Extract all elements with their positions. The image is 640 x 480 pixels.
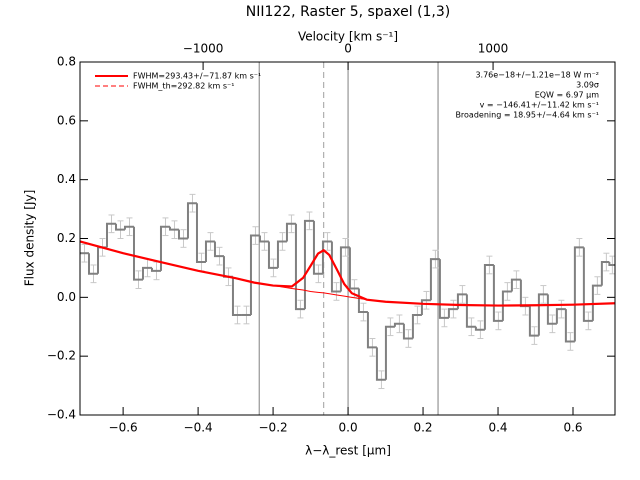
step-bin (402, 323, 413, 340)
x-tick-label: 0.2 (413, 421, 432, 435)
step-bin (348, 247, 359, 290)
y-tick-label: 0.2 (57, 231, 76, 245)
legend-label: FWHM_th=292.82 km s⁻¹ (133, 82, 234, 91)
step-bin (303, 219, 314, 310)
x-tick-label: 0.6 (563, 421, 582, 435)
y-tick-label: 0.0 (57, 290, 76, 304)
step-bin (186, 202, 197, 239)
y-tick-label: 0.8 (57, 55, 76, 69)
step-bin (105, 222, 116, 248)
y-tick-label: −0.2 (47, 349, 76, 363)
step-bin (438, 259, 449, 319)
annotation: 3.09σ (576, 81, 599, 90)
step-bin (411, 313, 422, 339)
x-tick-label: −0.6 (109, 421, 138, 435)
x-tick-label: −0.4 (184, 421, 213, 435)
step-bin (582, 247, 593, 322)
step-bin (447, 308, 458, 318)
x-tick-label: 0.4 (488, 421, 507, 435)
step-bin (600, 261, 610, 286)
step-bin (420, 299, 431, 315)
legend-label: FWHM=293.43+/−71.87 km s⁻¹ (133, 72, 261, 81)
x2-tick-label: −1000 (183, 42, 224, 56)
x-tick-label: −0.2 (259, 421, 288, 435)
step-bin (393, 322, 404, 327)
annotation: 3.76e−18+/−1.21e−18 W m⁻² (475, 71, 599, 80)
step-bin (267, 241, 278, 269)
step-bin (123, 225, 134, 230)
step-bin (555, 308, 566, 324)
step-bin (537, 293, 548, 336)
step-bin (608, 262, 615, 266)
x-tick-label: 0.0 (339, 421, 358, 435)
step-bin (231, 276, 242, 316)
step-bin (294, 223, 305, 311)
step-bin (114, 223, 125, 231)
step-bin (204, 240, 215, 263)
step-bin (195, 203, 206, 264)
annotation: v = −146.41+/−11.42 km s⁻¹ (480, 101, 599, 110)
step-bin (573, 246, 584, 342)
annotation: EQW = 6.97 μm (535, 91, 599, 100)
step-bin (510, 278, 521, 292)
step-bin (501, 290, 512, 321)
step-bin (564, 309, 575, 343)
step-bin (321, 240, 332, 274)
y-axis-label: Flux density [Jy] (23, 190, 37, 287)
step-bin (168, 226, 179, 231)
x2-tick-label: 1000 (478, 42, 509, 56)
step-bin (177, 229, 188, 240)
step-bin (285, 222, 296, 242)
x2-axis-label: Velocity [km s⁻¹] (298, 30, 398, 44)
fit-line (79, 240, 616, 307)
step-bin (591, 284, 602, 321)
y-tick-label: 0.6 (57, 113, 76, 127)
y-tick-label: 0.4 (57, 172, 76, 186)
step-bin (258, 235, 269, 243)
step-bin (312, 220, 323, 275)
step-bin (132, 226, 143, 281)
step-bin (375, 347, 386, 381)
y-tick-label: −0.4 (47, 408, 76, 422)
annotation: Broadening = 18.95+/−4.64 km s⁻¹ (455, 111, 599, 120)
step-bin (474, 326, 485, 331)
step-bin (492, 264, 503, 322)
x-axis-label: λ−λ_rest [μm] (305, 444, 391, 458)
step-bin (213, 241, 224, 258)
step-bin (276, 240, 287, 268)
step-bin (249, 234, 260, 315)
step-bin (528, 306, 539, 337)
chart-title: NII122, Raster 5, spaxel (1,3) (246, 4, 451, 20)
step-bin (150, 267, 161, 272)
step-bin (429, 258, 440, 301)
step-bin (384, 325, 395, 380)
step-bin (483, 263, 494, 330)
step-bin (366, 312, 377, 349)
x2-tick-label: 0 (344, 42, 352, 56)
step-bin (141, 266, 152, 280)
step-bin (159, 225, 170, 271)
step-bin (87, 253, 98, 275)
